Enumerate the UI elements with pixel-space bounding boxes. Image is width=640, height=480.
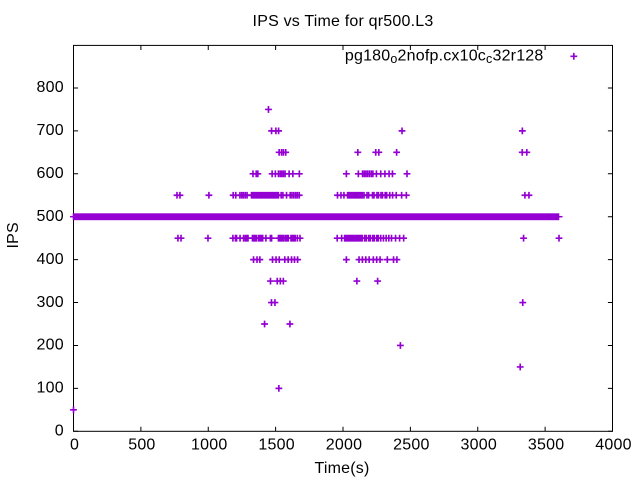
svg-text:1000: 1000	[191, 437, 227, 454]
svg-text:2000: 2000	[326, 437, 362, 454]
svg-text:500: 500	[128, 437, 155, 454]
svg-text:600: 600	[37, 165, 64, 182]
svg-text:0: 0	[55, 423, 64, 440]
svg-text:0: 0	[70, 437, 79, 454]
svg-text:IPS vs Time for qr500.L3: IPS vs Time for qr500.L3	[253, 13, 434, 30]
svg-text:500: 500	[37, 208, 64, 225]
svg-text:1500: 1500	[258, 437, 294, 454]
svg-text:400: 400	[37, 251, 64, 268]
svg-text:100: 100	[37, 380, 64, 397]
svg-text:pg180o2nofp.cx10cc32r128: pg180o2nofp.cx10cc32r128	[345, 48, 544, 67]
svg-text:Time(s): Time(s)	[314, 460, 369, 477]
svg-text:IPS: IPS	[5, 222, 22, 248]
svg-text:200: 200	[37, 337, 64, 354]
svg-text:800: 800	[37, 79, 64, 96]
svg-text:300: 300	[37, 294, 64, 311]
svg-text:4000: 4000	[595, 437, 631, 454]
svg-text:700: 700	[37, 122, 64, 139]
svg-text:2500: 2500	[393, 437, 429, 454]
svg-text:3000: 3000	[461, 437, 497, 454]
svg-text:3500: 3500	[528, 437, 564, 454]
